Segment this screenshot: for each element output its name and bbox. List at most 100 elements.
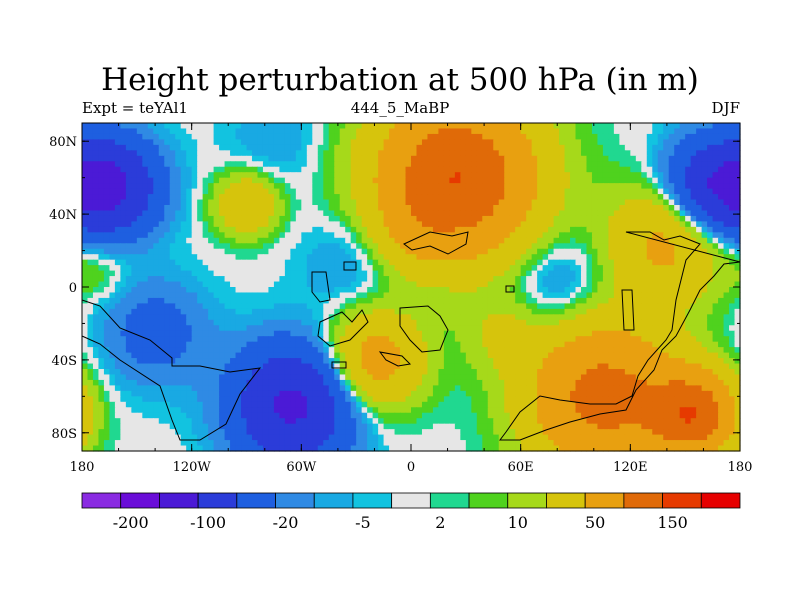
field-cell xyxy=(405,259,412,266)
field-cell xyxy=(619,155,626,162)
field-cell xyxy=(92,248,100,255)
field-cell xyxy=(602,221,609,228)
field-cell xyxy=(109,297,116,304)
field-cell xyxy=(471,270,478,277)
field-cell xyxy=(652,281,659,288)
field-cell xyxy=(131,150,138,157)
field-cell xyxy=(109,276,116,283)
field-cell xyxy=(443,287,450,294)
field-cell xyxy=(570,226,577,233)
field-cell xyxy=(350,199,357,206)
field-cell xyxy=(591,232,599,239)
field-cell xyxy=(591,215,599,222)
field-cell xyxy=(520,281,527,288)
field-cell xyxy=(350,347,357,354)
field-cell xyxy=(553,133,560,140)
field-cell xyxy=(120,177,127,184)
field-cell xyxy=(421,123,429,130)
field-cell xyxy=(180,336,187,343)
field-cell xyxy=(224,319,231,326)
field-cell xyxy=(465,188,472,195)
field-cell xyxy=(520,161,527,168)
field-cell xyxy=(537,221,544,228)
field-cell xyxy=(312,128,319,135)
field-cell xyxy=(153,172,160,179)
field-cell xyxy=(482,325,489,332)
field-cell xyxy=(361,281,368,288)
field-cell xyxy=(175,161,182,168)
field-cell xyxy=(438,308,445,315)
field-cell xyxy=(213,133,220,140)
field-cell xyxy=(219,336,226,343)
field-cell xyxy=(712,237,719,244)
field-cell xyxy=(696,144,703,151)
field-cell xyxy=(707,237,714,244)
field-cell xyxy=(663,287,670,294)
field-cell xyxy=(142,325,149,332)
field-cell xyxy=(131,243,138,250)
field-cell xyxy=(718,297,725,304)
field-cell xyxy=(268,308,275,315)
field-cell xyxy=(114,325,121,332)
field-cell xyxy=(438,237,445,244)
field-cell xyxy=(526,303,533,310)
field-cell xyxy=(630,281,637,288)
field-cell xyxy=(268,144,275,151)
field-cell xyxy=(350,226,357,233)
field-cell xyxy=(575,215,582,222)
field-cell xyxy=(164,314,171,321)
field-cell xyxy=(421,276,429,283)
field-cell xyxy=(548,325,555,332)
field-cell xyxy=(219,297,226,304)
field-cell xyxy=(284,139,291,146)
field-cell xyxy=(729,199,736,206)
field-cell xyxy=(383,237,390,244)
field-cell xyxy=(537,123,544,130)
field-cell xyxy=(674,194,681,201)
field-cell xyxy=(548,265,555,272)
field-cell xyxy=(224,232,231,239)
field-cell xyxy=(136,330,143,337)
field-cell xyxy=(87,183,94,190)
field-cell xyxy=(723,330,730,337)
field-cell xyxy=(114,303,121,310)
field-cell xyxy=(345,144,352,151)
field-cell xyxy=(114,133,121,140)
field-cell xyxy=(103,172,111,179)
field-cell xyxy=(82,243,89,250)
field-cell xyxy=(663,139,670,146)
field-cell xyxy=(262,314,270,321)
field-cell xyxy=(295,243,302,250)
field-cell xyxy=(460,314,467,321)
field-cell xyxy=(646,150,653,157)
field-cell xyxy=(186,287,193,294)
field-cell xyxy=(685,341,692,348)
field-cell xyxy=(339,172,346,179)
field-cell xyxy=(394,237,401,244)
field-cell xyxy=(646,237,653,244)
field-cell xyxy=(663,210,670,217)
field-cell xyxy=(597,155,604,162)
field-cell xyxy=(564,265,571,272)
field-cell xyxy=(120,205,127,212)
field-cell xyxy=(312,232,319,239)
field-cell xyxy=(142,172,149,179)
field-cell xyxy=(295,139,302,146)
field-cell xyxy=(257,215,264,222)
field-cell xyxy=(279,139,286,146)
field-cell xyxy=(460,237,467,244)
field-cell xyxy=(120,194,127,201)
field-cell xyxy=(734,155,741,162)
field-cell xyxy=(109,161,116,168)
field-cell xyxy=(723,133,730,140)
field-cell xyxy=(416,161,423,168)
field-cell xyxy=(465,166,472,173)
field-cell xyxy=(284,128,291,135)
field-cell xyxy=(405,177,412,184)
field-cell xyxy=(685,330,692,337)
field-cell xyxy=(147,221,154,228)
field-cell xyxy=(520,292,527,299)
field-cell xyxy=(663,221,670,228)
field-cell xyxy=(142,215,149,222)
field-cell xyxy=(613,237,620,244)
